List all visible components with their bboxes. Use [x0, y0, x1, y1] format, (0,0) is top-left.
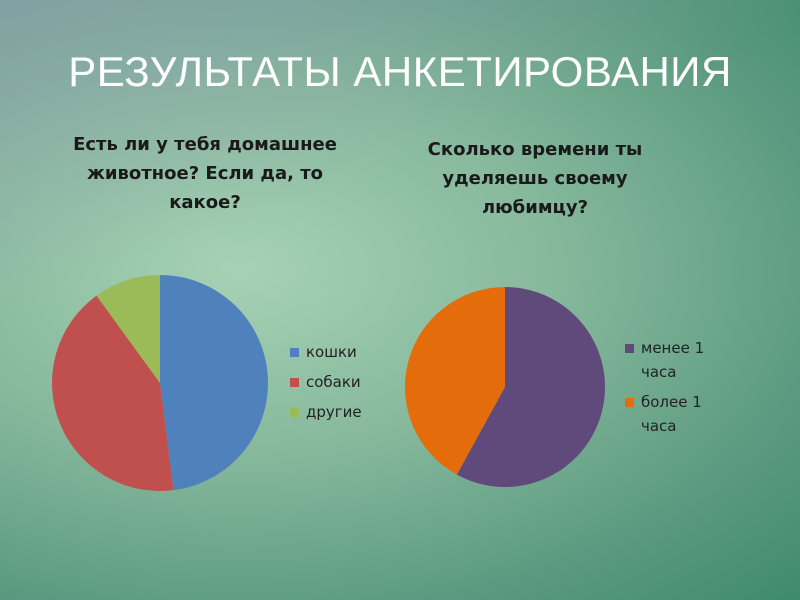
- legend-swatch: [290, 378, 299, 387]
- legend-entry: менее 1 часа: [625, 336, 715, 384]
- pie-slice: [456, 287, 606, 487]
- legend-entry: более 1 часа: [625, 390, 715, 438]
- slide-title: РЕЗУЛЬТАТЫ АНКЕТИРОВАНИЯ: [68, 48, 732, 95]
- legend: кошки собаки другие: [290, 340, 390, 430]
- legend-swatch: [625, 344, 634, 353]
- pie-slice: [51, 295, 174, 491]
- pie-slice: [405, 287, 505, 475]
- legend-entry: кошки: [290, 340, 390, 364]
- pie-slice: [96, 275, 160, 383]
- pie-slice: [160, 275, 269, 491]
- legend-entry: собаки: [290, 370, 390, 394]
- legend-swatch: [290, 408, 299, 417]
- chart-title: Сколько времени ты уделяешь своему любим…: [427, 139, 643, 218]
- chart-title: Есть ли у тебя домашнее животное? Если д…: [73, 134, 337, 213]
- legend-swatch: [290, 348, 299, 357]
- legend-entry: другие: [290, 400, 390, 424]
- legend-swatch: [625, 398, 634, 407]
- legend: менее 1 часа более 1 часа: [625, 336, 715, 444]
